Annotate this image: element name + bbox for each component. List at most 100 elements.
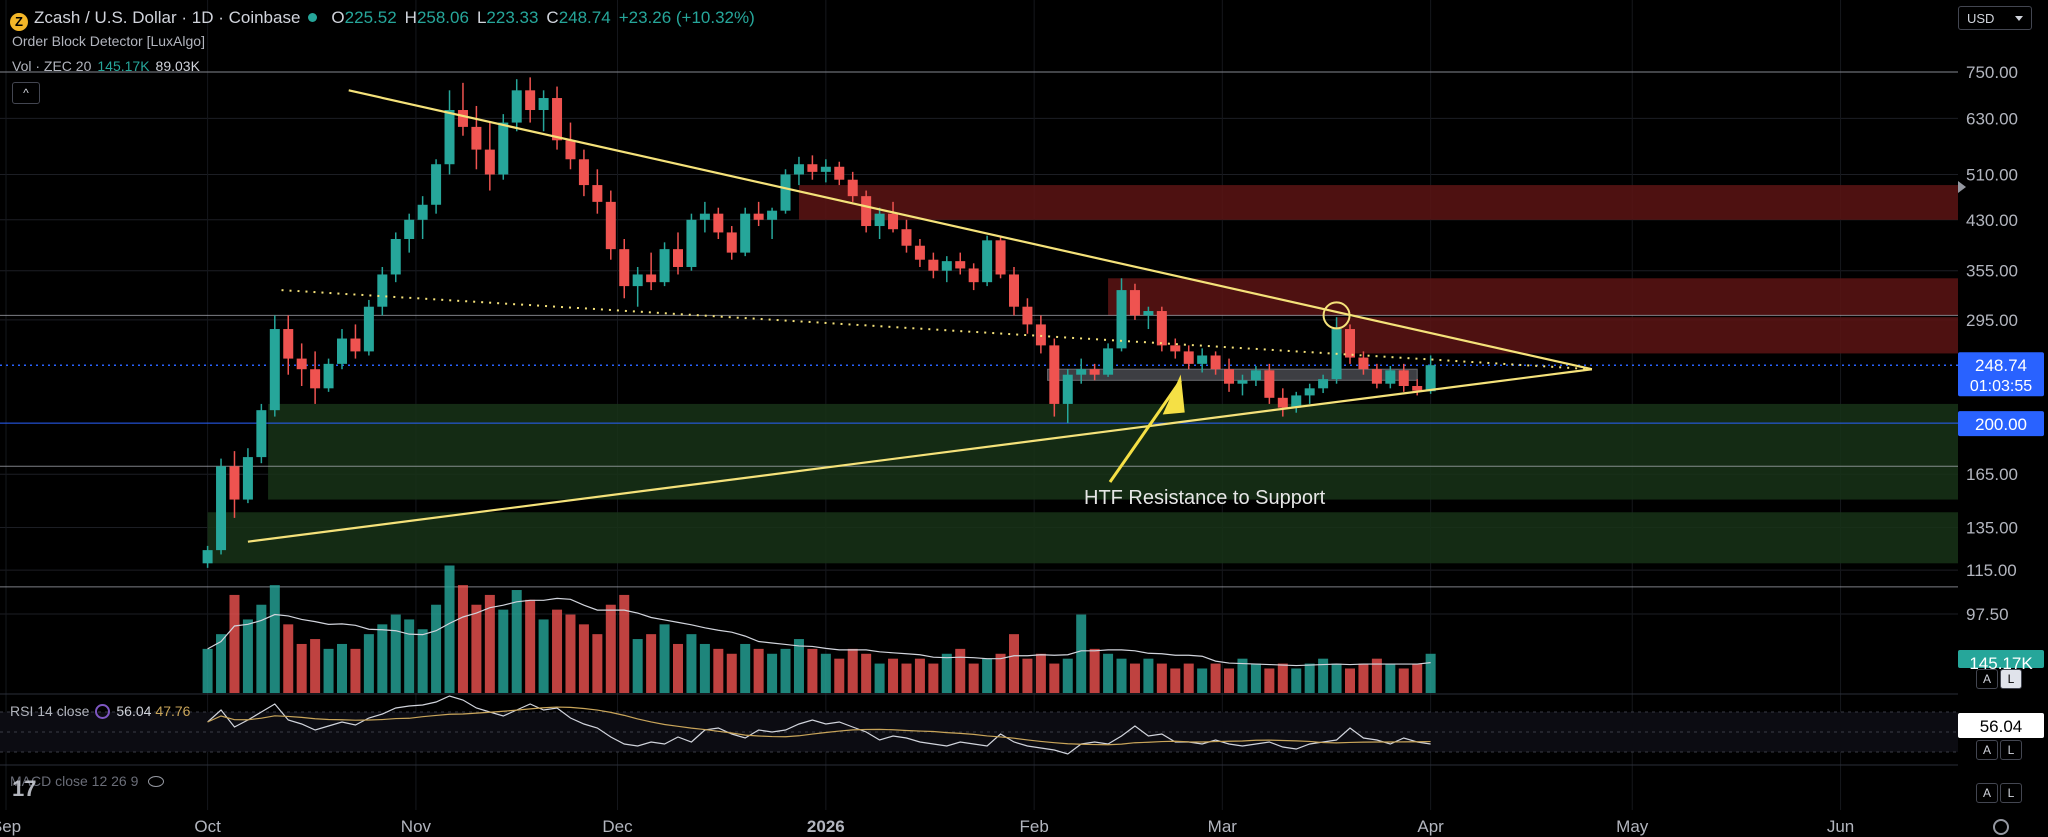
volume-bar [941, 653, 952, 693]
volume-bar [1264, 668, 1275, 693]
volume-bar [1076, 614, 1087, 693]
volume-bar [605, 604, 616, 693]
volume-bar [780, 648, 791, 693]
volume-bar [726, 653, 737, 693]
candle-body [471, 126, 482, 150]
last-price-tag-text: 248.74 [1975, 356, 2027, 375]
volume-bar [444, 565, 455, 693]
descending-resistance-line [348, 89, 1593, 371]
candle-body [1103, 348, 1114, 375]
visibility-eye-icon[interactable] [148, 776, 165, 787]
candle-body [982, 240, 993, 283]
volume-bar [1345, 668, 1355, 693]
time-log-scale-button[interactable]: L [2000, 783, 2022, 803]
volume-bar [484, 594, 495, 693]
candle-body [847, 179, 858, 197]
volume-bar [417, 629, 428, 693]
price-log-scale-button[interactable]: L [2000, 669, 2022, 689]
rsi-tag [1958, 713, 2044, 738]
volume-bar [673, 643, 683, 693]
candle-body [377, 274, 388, 307]
time-auto-scale-button[interactable]: A [1976, 783, 1998, 803]
candle-body [820, 166, 831, 172]
rsi-settings-icon [95, 704, 111, 719]
annotation-arrow-shaft [1108, 379, 1182, 483]
candle-body [1237, 380, 1248, 384]
volume-bar [1250, 663, 1261, 693]
volume-bar [1237, 658, 1248, 693]
volume-bar [1224, 668, 1235, 693]
candle-body [457, 110, 468, 127]
volume-bar [1062, 658, 1073, 693]
candle-body [444, 110, 455, 165]
volume-bar [310, 639, 321, 693]
rsi-indicator-label[interactable]: RSI 14 close 56.04 47.76 [10, 703, 191, 719]
candle-body [310, 369, 321, 389]
volume-bar [995, 653, 1006, 693]
volume-bar [578, 624, 589, 693]
candle-body [995, 240, 1006, 275]
rsi-log-scale-button[interactable]: L [2000, 740, 2022, 760]
candle-body [874, 213, 885, 227]
settings-gear-icon[interactable] [1993, 819, 2009, 835]
candle-body [390, 238, 401, 275]
candle-body [1076, 369, 1087, 375]
volume-bar [632, 639, 643, 693]
candle-body [1224, 369, 1235, 384]
volume-bar [202, 648, 213, 693]
volume-bar [713, 648, 724, 693]
candle-body [941, 261, 952, 271]
demand-zone-0 [268, 403, 1959, 500]
rsi-value: 56.04 [116, 703, 152, 719]
symbol-title[interactable]: Zcash / U.S. Dollar · 1D · Coinbase [34, 8, 301, 27]
volume-bar [1022, 658, 1033, 693]
symbol-header: Z Zcash / U.S. Dollar · 1D · Coinbase O225… [10, 8, 755, 31]
volume-bar [511, 590, 522, 693]
candle-body [646, 274, 657, 283]
candle-body [1062, 374, 1073, 404]
volume-bar [807, 648, 818, 693]
candle-body [283, 329, 294, 359]
volume-bar [363, 634, 374, 693]
volume-bar [565, 614, 576, 693]
volume-bar [753, 648, 764, 693]
x-tick-label: Apr [1417, 817, 1444, 836]
volume-bar [646, 634, 657, 693]
volume-bar [982, 658, 993, 693]
volume-bar [834, 658, 845, 693]
collapse-legend-button[interactable]: ^ [12, 82, 40, 104]
support-level-tag [1958, 411, 2044, 437]
candle-body [202, 550, 213, 564]
volume-indicator-label[interactable]: Vol · ZEC 20 145.17K 89.03K [12, 58, 200, 74]
candle-body [323, 363, 334, 389]
highlight-circle [1322, 301, 1351, 330]
volume-ma-value: 89.03K [155, 58, 200, 74]
candle-body [1009, 274, 1019, 307]
volume-bar [968, 663, 979, 693]
demand-zone-1 [207, 512, 1959, 564]
rsi-tag-text: 56.04 [1980, 717, 2023, 736]
volume-bar [431, 604, 442, 693]
rsi-auto-scale-button[interactable]: A [1976, 740, 1998, 760]
volume-bar [337, 643, 347, 693]
candle-body [1035, 324, 1046, 346]
order-block-indicator-label[interactable]: Order Block Detector [LuxAlgo] [12, 33, 205, 49]
candle-body [1304, 388, 1315, 396]
currency-select[interactable]: USD [1958, 6, 2032, 30]
x-tick-label: Dec [602, 817, 633, 836]
macd-indicator-label[interactable]: MACD close 12 26 9 [10, 773, 165, 789]
candle-body [861, 196, 872, 227]
volume-bar [256, 604, 267, 693]
volume-bar [1371, 658, 1382, 693]
annotation-arrow-head [1162, 374, 1185, 415]
volume-bar [847, 648, 858, 693]
volume-bar [1009, 634, 1019, 693]
price-auto-scale-button[interactable]: A [1976, 669, 1998, 689]
candle-body [417, 204, 428, 220]
candle-body [1170, 345, 1181, 352]
candle-body [888, 213, 899, 230]
candle-body [216, 466, 227, 551]
volume-bar [955, 648, 966, 693]
